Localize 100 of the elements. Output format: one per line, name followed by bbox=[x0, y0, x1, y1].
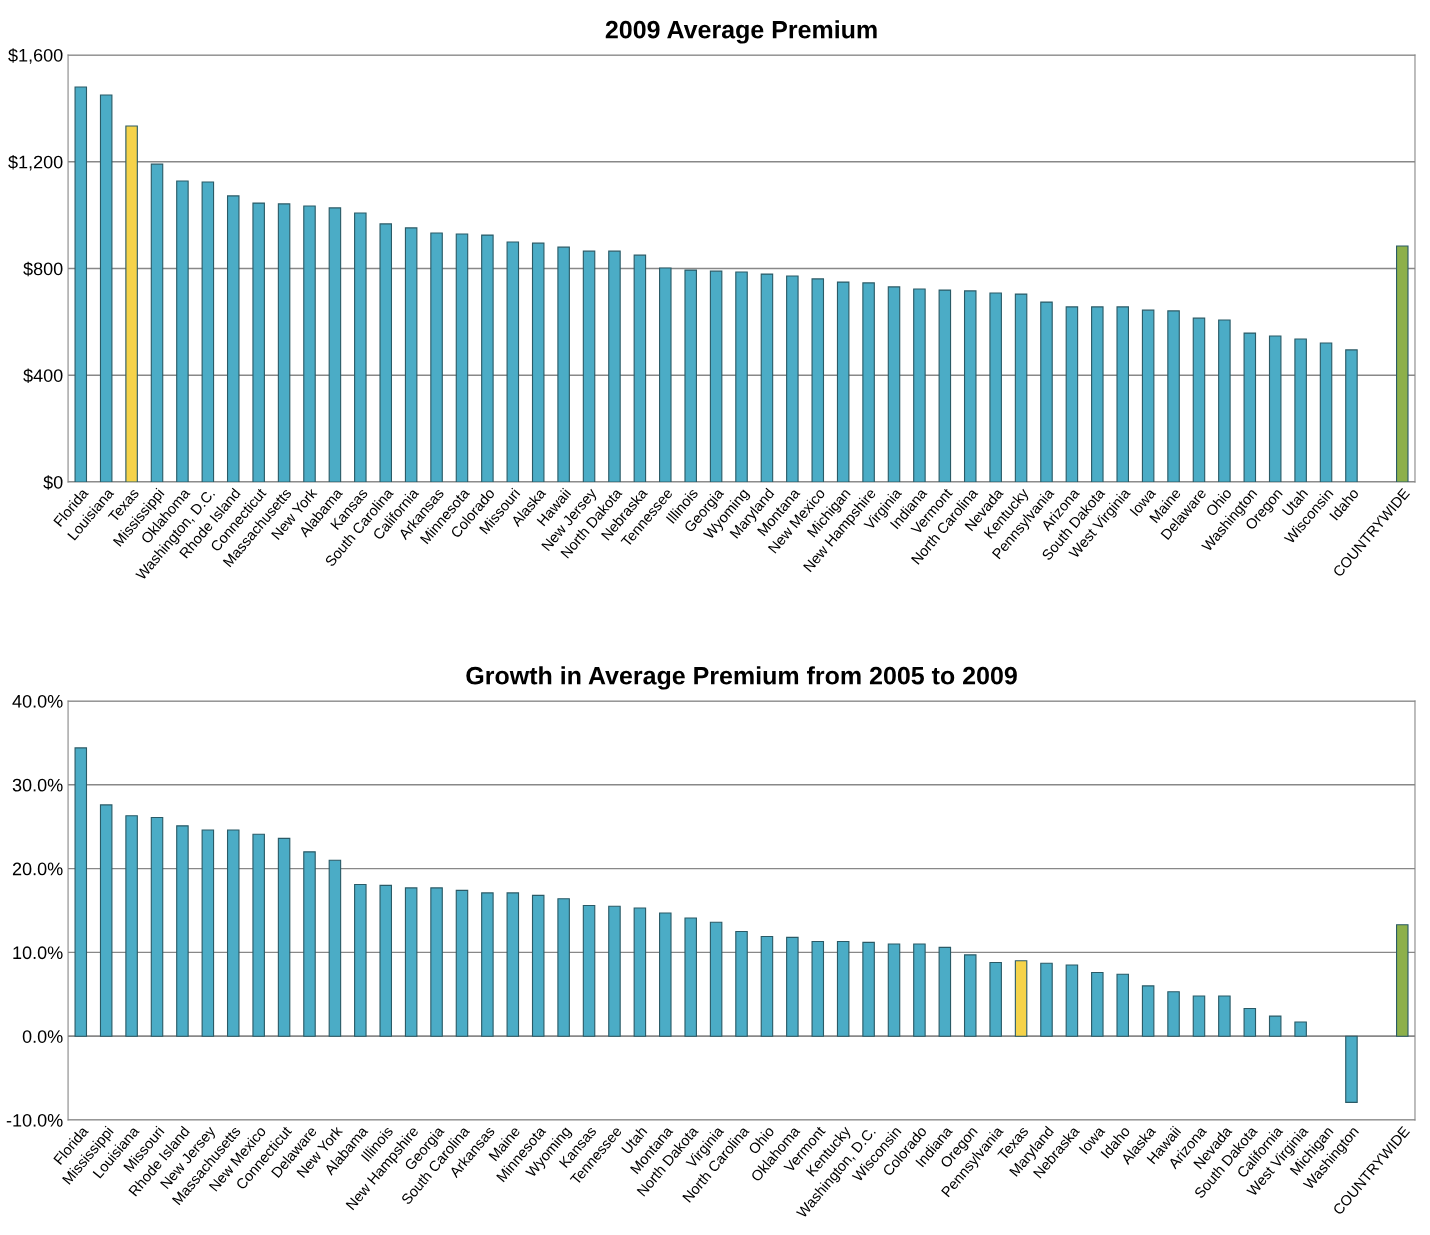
bar bbox=[1116, 306, 1130, 483]
bar bbox=[684, 917, 697, 1037]
bar bbox=[1116, 973, 1130, 1037]
bar bbox=[938, 289, 952, 483]
bar bbox=[557, 246, 570, 483]
bar bbox=[125, 125, 138, 483]
y-tick-label: $800 bbox=[23, 261, 63, 277]
bar bbox=[709, 270, 723, 483]
bar bbox=[811, 278, 825, 483]
chart-title: Growth in Average Premium from 2005 to 2009 bbox=[466, 666, 1017, 690]
bar bbox=[633, 254, 647, 483]
bar bbox=[989, 292, 1002, 483]
bar bbox=[1167, 991, 1180, 1037]
bar bbox=[404, 887, 418, 1037]
bar bbox=[1268, 335, 1282, 483]
bar bbox=[404, 227, 418, 483]
bar bbox=[506, 241, 520, 483]
bar bbox=[1040, 301, 1053, 483]
bar bbox=[786, 275, 799, 483]
bar bbox=[659, 267, 672, 483]
bar bbox=[328, 859, 342, 1037]
bar bbox=[608, 905, 621, 1037]
bar bbox=[963, 290, 977, 483]
y-tick-label: 30.0% bbox=[12, 778, 63, 792]
bar bbox=[913, 943, 926, 1037]
bar bbox=[1243, 1008, 1257, 1037]
bar bbox=[1218, 319, 1231, 483]
bar bbox=[303, 205, 316, 483]
y-tick-label: 40.0% bbox=[12, 694, 63, 708]
bar bbox=[277, 837, 291, 1037]
y-tick-label: $1,200 bbox=[8, 154, 63, 171]
bar bbox=[659, 912, 672, 1037]
bar bbox=[481, 892, 494, 1037]
bar bbox=[709, 921, 723, 1037]
bar bbox=[582, 904, 596, 1037]
y-tick-label: $0 bbox=[43, 475, 63, 490]
bar bbox=[201, 829, 215, 1037]
bar bbox=[1065, 964, 1079, 1037]
bar bbox=[99, 94, 113, 483]
bar bbox=[74, 747, 88, 1037]
bar bbox=[913, 288, 926, 483]
bar bbox=[252, 833, 265, 1037]
bar bbox=[608, 250, 621, 483]
bar bbox=[176, 825, 189, 1037]
bar bbox=[531, 894, 545, 1037]
bar bbox=[1396, 924, 1409, 1037]
bar bbox=[252, 202, 265, 483]
y-tick-label: 0.0% bbox=[22, 1030, 63, 1043]
bar bbox=[1396, 245, 1409, 483]
bar bbox=[836, 281, 850, 483]
bar bbox=[735, 271, 748, 483]
y-tick-label: $400 bbox=[23, 368, 63, 384]
bar bbox=[760, 935, 774, 1037]
bar bbox=[684, 269, 697, 483]
y-tick-label: $1,600 bbox=[8, 48, 63, 64]
bar bbox=[328, 207, 342, 483]
bar bbox=[1014, 960, 1028, 1037]
bar bbox=[379, 884, 393, 1037]
bar bbox=[430, 887, 443, 1037]
y-tick-label: 10.0% bbox=[13, 946, 63, 960]
y-tick-label: -10.0% bbox=[6, 1113, 63, 1127]
bar bbox=[99, 804, 113, 1037]
bar bbox=[1014, 293, 1028, 483]
bar bbox=[1192, 317, 1206, 483]
bar bbox=[1218, 995, 1231, 1037]
bar bbox=[811, 940, 825, 1037]
bar bbox=[735, 930, 748, 1037]
bar bbox=[354, 883, 367, 1037]
bar bbox=[506, 892, 520, 1037]
bar bbox=[455, 233, 469, 483]
bar bbox=[277, 203, 291, 483]
bar bbox=[1192, 995, 1206, 1037]
bar bbox=[430, 232, 443, 483]
bar bbox=[633, 907, 647, 1037]
chart-title: 2009 Average Premium bbox=[605, 20, 877, 44]
bar bbox=[150, 816, 164, 1037]
bar bbox=[1141, 309, 1155, 483]
bar bbox=[989, 961, 1002, 1037]
bar bbox=[379, 223, 393, 483]
bar bbox=[1167, 310, 1180, 483]
bar bbox=[862, 941, 875, 1037]
bar bbox=[303, 851, 316, 1037]
bar bbox=[1294, 1021, 1307, 1037]
y-tick-label: 20.0% bbox=[12, 862, 63, 876]
bar bbox=[887, 943, 901, 1037]
bar bbox=[887, 286, 901, 483]
bar bbox=[1268, 1015, 1282, 1037]
bar bbox=[1040, 962, 1053, 1037]
bar bbox=[786, 936, 799, 1037]
bar bbox=[963, 954, 977, 1037]
bar bbox=[1345, 1035, 1358, 1103]
bar bbox=[1345, 349, 1358, 483]
bar bbox=[354, 212, 367, 483]
bar bbox=[201, 181, 215, 483]
bar bbox=[1065, 306, 1079, 483]
bar bbox=[1294, 338, 1307, 483]
bar bbox=[176, 180, 189, 483]
bar bbox=[582, 250, 596, 483]
bar bbox=[938, 946, 952, 1037]
bar bbox=[481, 234, 494, 483]
